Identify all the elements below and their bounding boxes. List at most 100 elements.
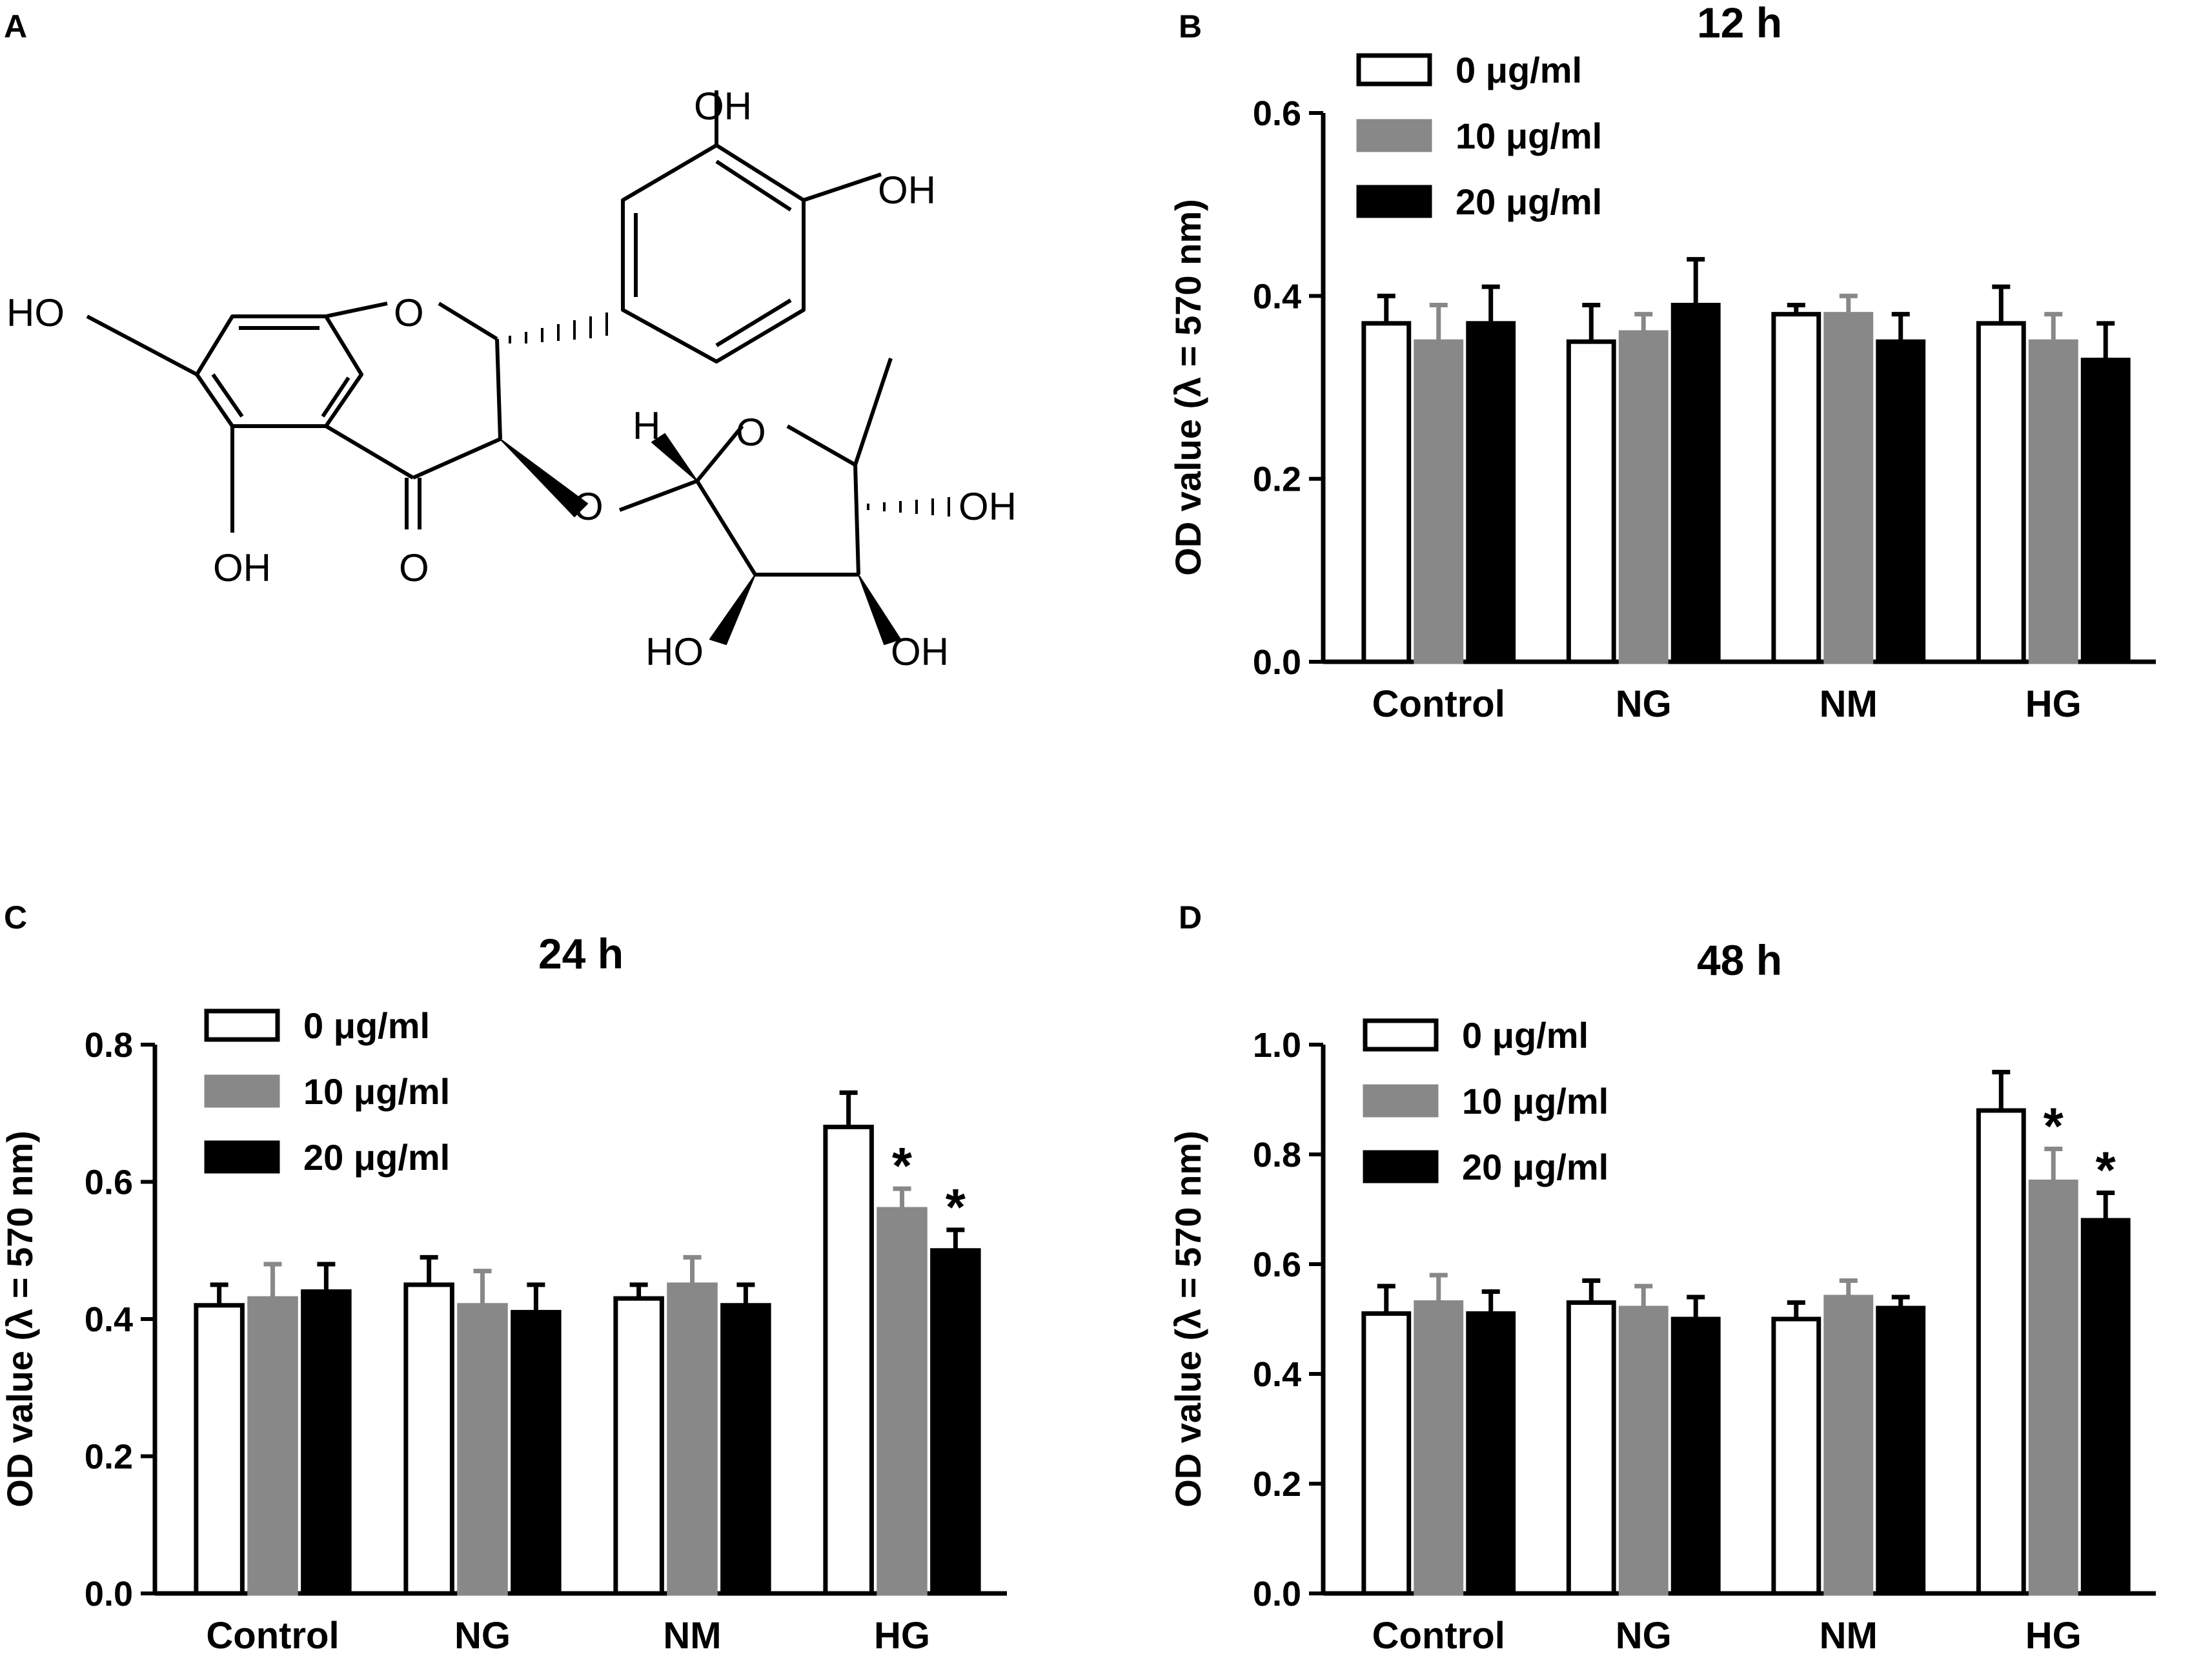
y-tick-label: 0.0 bbox=[85, 1575, 133, 1613]
bar bbox=[511, 1309, 562, 1596]
bar bbox=[1414, 339, 1464, 664]
significance-star: * bbox=[2096, 1141, 2116, 1199]
bar bbox=[2028, 1180, 2078, 1596]
svg-text:H: H bbox=[633, 404, 660, 447]
y-tick-label: 0.2 bbox=[1253, 1465, 1301, 1504]
bar bbox=[1876, 339, 1926, 664]
bar bbox=[1670, 303, 1721, 664]
svg-text:OH: OH bbox=[959, 485, 1017, 528]
panel-letter-c: C bbox=[4, 899, 27, 936]
y-tick-label: 0.4 bbox=[1253, 1355, 1301, 1394]
bar bbox=[823, 1125, 874, 1596]
legend-swatch bbox=[1363, 1018, 1439, 1052]
y-tick-label: 0.4 bbox=[85, 1300, 133, 1339]
bar bbox=[1618, 1305, 1669, 1596]
legend-swatch bbox=[1356, 185, 1432, 218]
svg-text:O: O bbox=[394, 291, 424, 334]
bar bbox=[1823, 312, 1874, 664]
bar bbox=[194, 1303, 245, 1596]
legend-label: 10 μg/ml bbox=[303, 1071, 450, 1112]
molecule-atom-labels: OH OH HO O O OH O H O OH HO OH bbox=[6, 85, 1017, 673]
bar bbox=[930, 1248, 981, 1596]
panel-letter-a: A bbox=[4, 8, 27, 45]
svg-text:OH: OH bbox=[891, 630, 949, 673]
svg-text:HO: HO bbox=[645, 630, 704, 673]
bar bbox=[1670, 1316, 1721, 1596]
svg-text:OH: OH bbox=[694, 85, 752, 128]
legend-label: 20 μg/ml bbox=[1456, 181, 1602, 222]
chart-title: 12 h bbox=[1697, 0, 1782, 46]
legend-label: 0 μg/ml bbox=[1462, 1015, 1588, 1056]
bar bbox=[720, 1303, 771, 1596]
category-label: HG bbox=[2025, 683, 2082, 725]
y-tick-label: 0.6 bbox=[1253, 1245, 1301, 1284]
bar bbox=[613, 1296, 664, 1596]
chart-d: 48 h 0.0 0.2 0.4 0.6 0.8 1.0 OD value (λ = 570 … bbox=[1168, 936, 2156, 1657]
significance-star: * bbox=[2044, 1098, 2064, 1155]
significance-star: * bbox=[946, 1178, 966, 1236]
charts: 12 h 0.0 0.2 0.4 0.6 OD value (λ = 570 nm) Con… bbox=[0, 0, 2156, 1657]
category-label: NM bbox=[1820, 1615, 1878, 1657]
bar bbox=[1771, 1316, 1821, 1596]
y-axis-label: OD value (λ = 570 nm) bbox=[1168, 1131, 1208, 1508]
y-tick-label: 0.2 bbox=[85, 1438, 133, 1477]
svg-text:OH: OH bbox=[213, 546, 271, 589]
svg-text:O: O bbox=[736, 411, 766, 454]
bar bbox=[1361, 1311, 1412, 1596]
y-tick-label: 0.0 bbox=[1253, 1575, 1301, 1613]
bar bbox=[1361, 321, 1412, 664]
y-tick-label: 0.4 bbox=[1253, 277, 1301, 316]
legend-label: 10 μg/ml bbox=[1462, 1081, 1608, 1121]
bar bbox=[1618, 330, 1669, 664]
legend-label: 20 μg/ml bbox=[303, 1137, 450, 1178]
bar bbox=[2080, 1218, 2131, 1596]
category-label: NG bbox=[454, 1615, 511, 1657]
chemical-structure bbox=[86, 90, 950, 645]
y-tick-label: 0.6 bbox=[85, 1163, 133, 1202]
y-tick-label: 0.2 bbox=[1253, 460, 1301, 499]
category-label: Control bbox=[1372, 1615, 1505, 1657]
bar bbox=[1566, 339, 1616, 664]
panel-letter-d: D bbox=[1179, 899, 1202, 936]
category-label: HG bbox=[2025, 1615, 2082, 1657]
bar bbox=[2080, 358, 2131, 664]
svg-text:OH: OH bbox=[878, 169, 936, 212]
category-label: NG bbox=[1616, 683, 1672, 725]
bar bbox=[667, 1282, 718, 1596]
chart-title: 48 h bbox=[1697, 936, 1782, 984]
category-label: Control bbox=[1372, 683, 1505, 725]
y-tick-label: 0.8 bbox=[1253, 1136, 1301, 1174]
bar bbox=[1823, 1295, 1874, 1596]
bar bbox=[1976, 1108, 2026, 1596]
bar bbox=[1566, 1300, 1616, 1596]
y-tick-label: 0.0 bbox=[1253, 643, 1301, 682]
chart-b: 12 h 0.0 0.2 0.4 0.6 OD value (λ = 570 nm) Con… bbox=[1168, 0, 2156, 725]
y-tick-label: 0.8 bbox=[85, 1026, 133, 1065]
bar bbox=[2028, 339, 2078, 664]
bar bbox=[301, 1289, 352, 1596]
bar bbox=[877, 1207, 928, 1596]
bar bbox=[403, 1282, 454, 1596]
y-tick-label: 0.6 bbox=[1253, 94, 1301, 133]
svg-text:O: O bbox=[399, 546, 429, 589]
y-axis-label: OD value (λ = 570 nm) bbox=[1168, 199, 1208, 576]
legend-swatch bbox=[204, 1140, 280, 1174]
category-label: NM bbox=[663, 1615, 721, 1657]
bar bbox=[247, 1296, 298, 1596]
svg-text:HO: HO bbox=[6, 291, 65, 334]
bar bbox=[1876, 1305, 1926, 1596]
category-label: Control bbox=[206, 1615, 339, 1657]
bar bbox=[1466, 1311, 1516, 1596]
legend-swatch bbox=[1363, 1084, 1439, 1118]
y-tick-label: 1.0 bbox=[1253, 1026, 1301, 1065]
bar bbox=[1771, 312, 1821, 664]
svg-text:O: O bbox=[573, 485, 604, 528]
category-label: HG bbox=[874, 1615, 930, 1657]
legend-label: 10 μg/ml bbox=[1456, 116, 1602, 156]
panel-letter-b: B bbox=[1179, 8, 1202, 45]
legend-label: 20 μg/ml bbox=[1462, 1147, 1608, 1187]
bar bbox=[1466, 321, 1516, 664]
legend-swatch bbox=[1356, 119, 1432, 152]
legend-swatch bbox=[204, 1008, 280, 1042]
y-axis-label: OD value (λ = 570 nm) bbox=[0, 1131, 40, 1508]
